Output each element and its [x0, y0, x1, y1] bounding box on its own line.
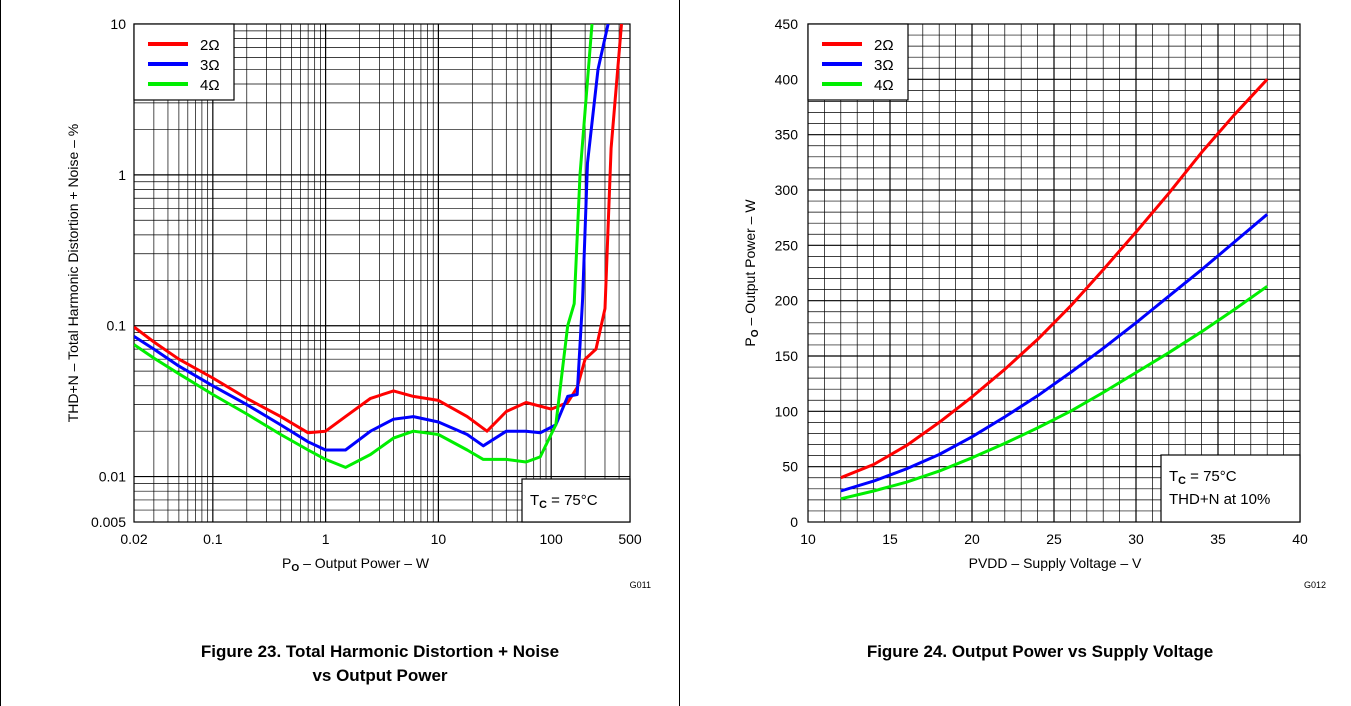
- thd-legend-label-2: 4Ω: [200, 77, 220, 94]
- pwr-plot-frame: [807, 23, 1301, 523]
- thd-x-tick-label: 0.02: [120, 531, 147, 547]
- pwr-y-tick-label: 400: [775, 71, 799, 87]
- thd-legend-label-1: 3Ω: [200, 57, 220, 74]
- pwr-y-tick-label: 0: [790, 514, 798, 530]
- thd-series-line-0: [134, 24, 623, 435]
- pwr-y-tick-label: 450: [775, 16, 799, 32]
- thd-x-axis-label: PO – Output Power – W: [282, 555, 430, 574]
- thd-x-tick-label: 100: [539, 531, 563, 547]
- thd-x-tick-label: 500: [618, 531, 642, 547]
- thd-y-tick-label: 0.005: [91, 514, 126, 530]
- thd-x-tick-label: 1: [322, 531, 330, 547]
- thd-y-axis-label: THD+N – Total Harmonic Distortion + Nois…: [65, 124, 81, 423]
- pwr-series-line-0: [840, 78, 1269, 480]
- thd-series-line-1: [134, 24, 610, 452]
- figure-24-caption-line-1: Figure 24. Output Power vs Supply Voltag…: [866, 642, 1214, 661]
- thd-figure-code: G011: [630, 580, 651, 590]
- pwr-y-tick-label: 250: [775, 237, 799, 253]
- pwr-legend: 2Ω 3Ω 4Ω: [807, 23, 909, 101]
- thd-annotation-box: [521, 478, 631, 523]
- figure-23-caption-line-1: Figure 23. Total Harmonic Distortion + N…: [200, 642, 560, 661]
- thd-legend-label-0: 2Ω: [200, 37, 220, 54]
- figure-23-caption-line-2: vs Output Power: [312, 666, 448, 685]
- pwr-x-tick-label: 35: [1210, 531, 1226, 547]
- pwr-y-tick-label: 350: [775, 127, 799, 143]
- pwr-x-tick-label: 40: [1292, 531, 1308, 547]
- pwr-legend-label-0: 2Ω: [874, 37, 894, 54]
- pwr-x-tick-label: 10: [800, 531, 816, 547]
- pwr-y-tick-label: 200: [775, 293, 799, 309]
- pwr-annotation-text-1: TC = 75°C: [1169, 468, 1237, 487]
- pwr-y-tick-label: 150: [775, 348, 799, 364]
- pwr-legend-label-1: 3Ω: [874, 57, 894, 74]
- pwr-x-tick-label: 25: [1046, 531, 1062, 547]
- pwr-annotation-box: [1160, 454, 1301, 523]
- pwr-legend-label-2: 4Ω: [874, 77, 894, 94]
- pwr-x-tick-label: 20: [964, 531, 980, 547]
- pwr-grid: [808, 24, 1300, 522]
- pwr-series-line-1: [840, 213, 1269, 493]
- thd-plot-frame: [133, 23, 631, 523]
- thd-legend: 2Ω 3Ω 4Ω: [133, 23, 235, 101]
- pwr-y-tick-label: 100: [775, 403, 799, 419]
- thd-y-tick-label: 1: [118, 167, 126, 183]
- pwr-x-tick-label: 15: [882, 531, 898, 547]
- thd-x-tick-label: 0.1: [203, 531, 223, 547]
- pwr-y-axis-label: PO – Output Power – W: [742, 199, 761, 347]
- thd-annotation-text: TC = 75°C: [530, 492, 598, 511]
- pwr-x-tick-label: 30: [1128, 531, 1144, 547]
- pwr-y-tick-label: 300: [775, 182, 799, 198]
- figure-23-border-left: [0, 0, 1, 706]
- pwr-annotation-text-2: THD+N at 10%: [1169, 491, 1270, 508]
- pwr-figure-code: G012: [1304, 580, 1326, 590]
- pwr-series-line-2: [840, 285, 1269, 501]
- thd-y-tick-label: 10: [110, 16, 126, 32]
- figure-divider: [679, 0, 680, 706]
- pwr-x-axis-label: PVDD – Supply Voltage – V: [969, 555, 1142, 571]
- figure-23-caption: Figure 23. Total Harmonic Distortion + N…: [140, 640, 620, 688]
- thd-y-tick-label: 0.01: [99, 469, 126, 485]
- thd-y-tick-label: 0.1: [107, 318, 127, 334]
- figure-24-caption: Figure 24. Output Power vs Supply Voltag…: [790, 640, 1290, 664]
- pwr-y-tick-label: 50: [782, 459, 798, 475]
- thd-series-line-2: [134, 24, 594, 469]
- thd-x-tick-label: 10: [431, 531, 447, 547]
